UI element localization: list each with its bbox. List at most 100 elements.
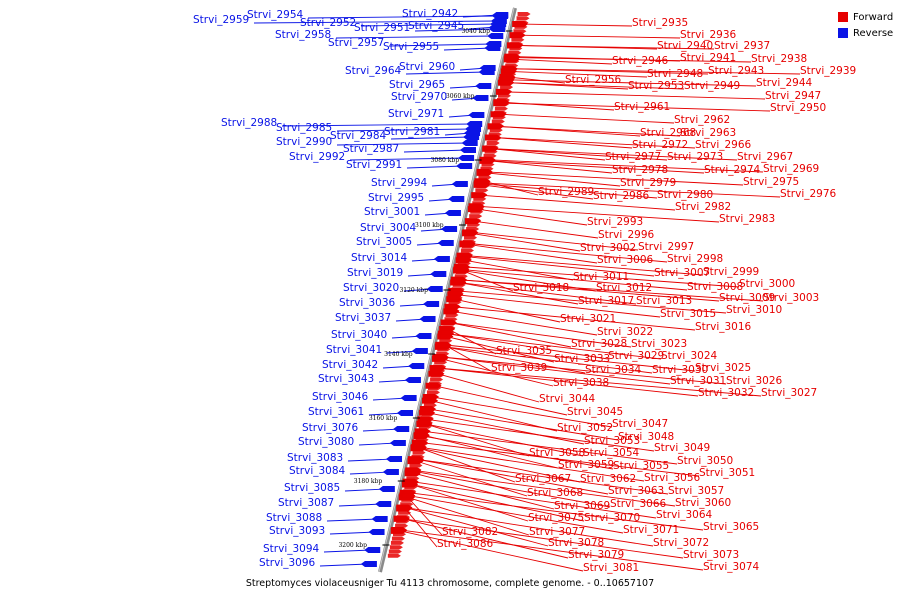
forward-gene-label[interactable]: Strvi_3078 <box>548 537 604 549</box>
forward-gene-label[interactable]: Strvi_3018 <box>513 282 569 294</box>
reverse-gene-arrow[interactable] <box>430 271 447 277</box>
forward-gene-label[interactable]: Strvi_3006 <box>597 254 654 266</box>
reverse-gene-arrow[interactable] <box>475 83 492 89</box>
reverse-gene-arrow[interactable] <box>400 395 417 401</box>
forward-gene-label[interactable]: Strvi_2977 <box>605 151 661 163</box>
forward-gene-label[interactable]: Strvi_3021 <box>560 313 616 325</box>
forward-gene-label[interactable]: Strvi_2940 <box>657 40 713 52</box>
reverse-gene-arrow[interactable] <box>444 210 461 216</box>
forward-gene-label[interactable]: Strvi_2963 <box>680 127 736 139</box>
forward-gene-label[interactable]: Strvi_3077 <box>529 526 585 538</box>
forward-gene-label[interactable]: Strvi_2967 <box>737 151 793 163</box>
forward-gene-label[interactable]: Strvi_3032 <box>698 387 754 399</box>
forward-gene-label[interactable]: Strvi_3022 <box>597 326 653 338</box>
reverse-gene-arrow[interactable] <box>419 316 436 322</box>
reverse-gene-arrow[interactable] <box>404 377 421 383</box>
reverse-gene-label[interactable]: Strvi_2952 <box>300 17 356 29</box>
forward-gene-label[interactable]: Strvi_2974 <box>704 164 761 176</box>
reverse-gene-label[interactable]: Strvi_2984 <box>330 130 387 142</box>
forward-gene-label[interactable]: Strvi_2966 <box>695 139 752 151</box>
reverse-gene-arrow[interactable] <box>368 529 385 535</box>
forward-gene-label[interactable]: Strvi_3065 <box>703 521 759 533</box>
forward-gene-label[interactable]: Strvi_3082 <box>442 526 498 538</box>
forward-gene-label[interactable]: Strvi_2996 <box>598 229 655 241</box>
reverse-gene-arrow[interactable] <box>423 301 440 307</box>
reverse-gene-arrow[interactable] <box>489 24 506 30</box>
reverse-gene-label[interactable]: Strvi_2985 <box>276 122 332 134</box>
forward-gene-label[interactable]: Strvi_2938 <box>751 53 807 65</box>
forward-gene-label[interactable]: Strvi_3075 <box>528 512 584 524</box>
forward-gene-label[interactable]: Strvi_3033 <box>554 353 610 365</box>
forward-gene-label[interactable]: Strvi_3072 <box>653 537 709 549</box>
reverse-gene-label[interactable]: Strvi_2960 <box>399 61 455 73</box>
forward-gene-label[interactable]: Strvi_3003 <box>763 292 819 304</box>
reverse-gene-arrow[interactable] <box>468 112 485 118</box>
reverse-gene-label[interactable]: Strvi_3046 <box>312 391 369 403</box>
reverse-gene-label[interactable]: Strvi_3083 <box>287 452 343 464</box>
reverse-gene-label[interactable]: Strvi_3014 <box>351 252 408 264</box>
reverse-gene-arrow[interactable] <box>451 181 468 187</box>
forward-gene-label[interactable]: Strvi_3031 <box>670 375 726 387</box>
reverse-gene-label[interactable]: Strvi_3019 <box>347 267 403 279</box>
reverse-gene-label[interactable]: Strvi_2945 <box>408 20 464 32</box>
forward-gene-label[interactable]: Strvi_2993 <box>587 216 643 228</box>
reverse-gene-label[interactable]: Strvi_3037 <box>335 312 391 324</box>
reverse-gene-label[interactable]: Strvi_2988 <box>221 117 277 129</box>
reverse-gene-label[interactable]: Strvi_2964 <box>345 65 402 77</box>
forward-gene-label[interactable]: Strvi_2946 <box>612 55 669 67</box>
forward-gene-label[interactable]: Strvi_2997 <box>638 241 694 253</box>
reverse-gene-label[interactable]: Strvi_3084 <box>289 465 346 477</box>
reverse-gene-arrow[interactable] <box>393 426 410 432</box>
forward-gene-label[interactable]: Strvi_3012 <box>596 282 652 294</box>
forward-gene-label[interactable]: Strvi_3047 <box>612 418 668 430</box>
reverse-gene-arrow[interactable] <box>433 256 450 262</box>
forward-gene-label[interactable]: Strvi_3079 <box>568 549 624 561</box>
reverse-gene-label[interactable]: Strvi_3004 <box>360 222 417 234</box>
reverse-gene-label[interactable]: Strvi_2992 <box>289 151 345 163</box>
forward-gene-label[interactable]: Strvi_3052 <box>557 422 613 434</box>
forward-gene-label[interactable]: Strvi_3064 <box>656 509 713 521</box>
reverse-gene-label[interactable]: Strvi_2987 <box>343 143 399 155</box>
forward-gene-label[interactable]: Strvi_3038 <box>553 377 609 389</box>
forward-gene-label[interactable]: Strvi_3059 <box>558 459 614 471</box>
reverse-gene-label[interactable]: Strvi_2991 <box>346 159 402 171</box>
reverse-gene-label[interactable]: Strvi_3036 <box>339 297 396 309</box>
reverse-gene-label[interactable]: Strvi_3076 <box>302 422 359 434</box>
forward-gene-label[interactable]: Strvi_3029 <box>608 350 664 362</box>
forward-gene-label[interactable]: Strvi_3007 <box>654 267 710 279</box>
reverse-gene-arrow[interactable] <box>364 547 381 553</box>
forward-gene-label[interactable]: Strvi_2941 <box>680 52 736 64</box>
forward-gene-label[interactable]: Strvi_3017 <box>578 295 634 307</box>
reverse-gene-arrow[interactable] <box>375 501 392 507</box>
forward-gene-label[interactable]: Strvi_3023 <box>631 338 687 350</box>
reverse-gene-label[interactable]: Strvi_2955 <box>383 41 439 53</box>
forward-gene-label[interactable]: Strvi_3071 <box>623 524 679 536</box>
forward-gene-label[interactable]: Strvi_2962 <box>674 114 730 126</box>
reverse-gene-label[interactable]: Strvi_3085 <box>284 482 340 494</box>
reverse-gene-arrow[interactable] <box>479 65 496 71</box>
forward-gene-label[interactable]: Strvi_3054 <box>583 447 640 459</box>
forward-gene-label[interactable]: Strvi_2976 <box>780 188 837 200</box>
forward-gene-label[interactable]: Strvi_3068 <box>527 487 583 499</box>
forward-gene-label[interactable]: Strvi_3073 <box>683 549 739 561</box>
reverse-gene-label[interactable]: Strvi_2971 <box>388 108 444 120</box>
forward-gene-label[interactable]: Strvi_2983 <box>719 213 775 225</box>
forward-gene-label[interactable]: Strvi_2937 <box>714 40 770 52</box>
forward-gene-label[interactable]: Strvi_3081 <box>583 562 639 574</box>
forward-gene-label[interactable]: Strvi_2948 <box>647 68 703 80</box>
forward-gene-label[interactable]: Strvi_3039 <box>491 362 547 374</box>
forward-gene-label[interactable]: Strvi_2968 <box>640 127 696 139</box>
reverse-gene-label[interactable]: Strvi_2957 <box>328 37 384 49</box>
forward-gene-label[interactable]: Strvi_3045 <box>567 406 623 418</box>
reverse-gene-label[interactable]: Strvi_3093 <box>269 525 325 537</box>
reverse-gene-arrow[interactable] <box>382 469 399 475</box>
forward-gene-label[interactable]: Strvi_2961 <box>614 101 670 113</box>
reverse-gene-arrow[interactable] <box>437 240 454 246</box>
forward-gene-label[interactable]: Strvi_3028 <box>571 338 627 350</box>
reverse-gene-arrow[interactable] <box>464 130 481 136</box>
reverse-gene-label[interactable]: Strvi_3020 <box>343 282 399 294</box>
forward-gene-label[interactable]: Strvi_2975 <box>743 176 799 188</box>
reverse-gene-label[interactable]: Strvi_2954 <box>247 9 304 21</box>
reverse-gene-arrow[interactable] <box>448 196 465 202</box>
forward-gene-label[interactable]: Strvi_3067 <box>515 473 571 485</box>
